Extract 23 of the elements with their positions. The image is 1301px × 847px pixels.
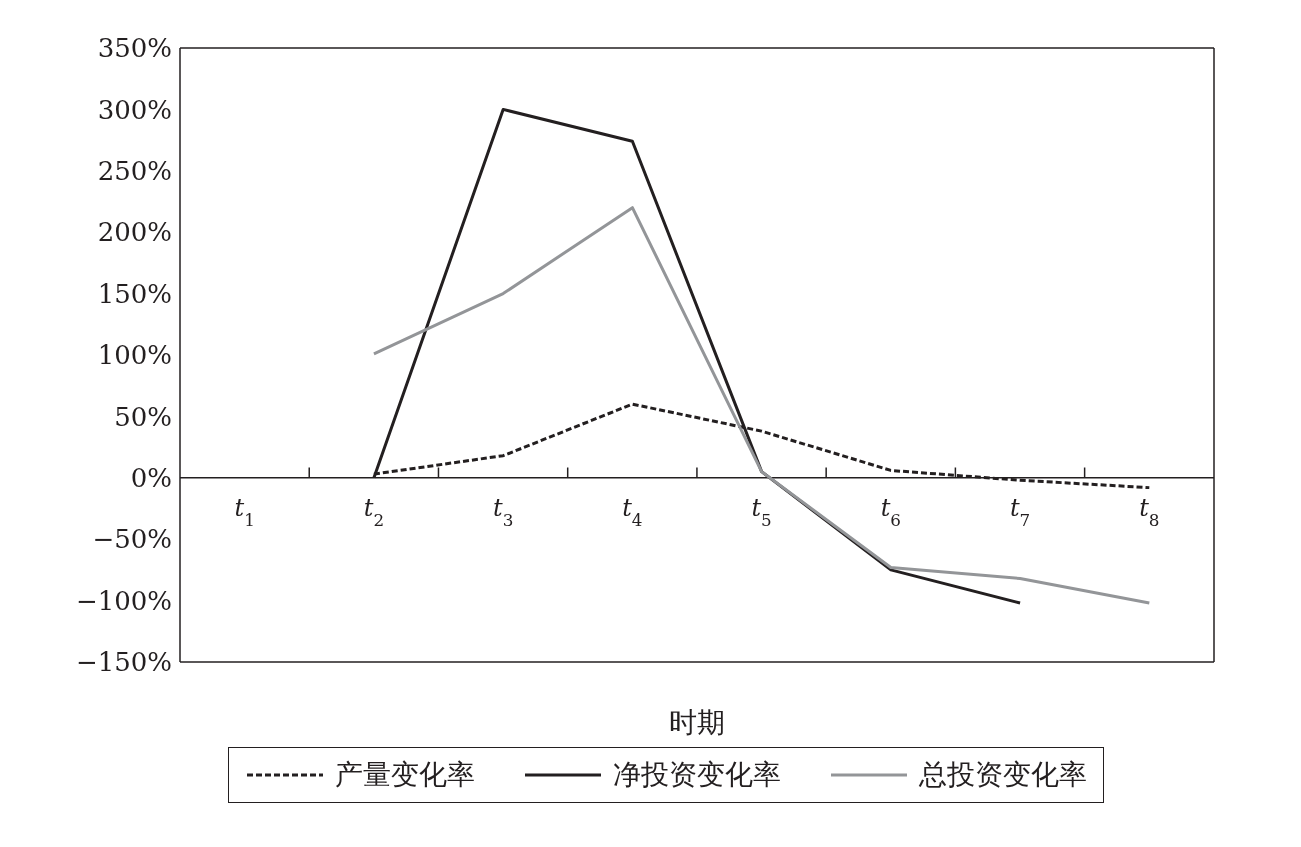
y-tick-label: −50% — [92, 524, 172, 555]
y-tick-label: 150% — [97, 278, 172, 309]
x-tick-label: t$_{2}$ — [363, 493, 385, 530]
x-tick-label: t$_{8}$ — [1139, 493, 1160, 530]
x-tick-label: t$_{3}$ — [492, 493, 514, 530]
y-tick-label: −150% — [75, 647, 172, 678]
legend-label: 净投资变化率 — [612, 757, 781, 793]
y-tick-label: 250% — [97, 156, 172, 187]
y-tick-label: 50% — [114, 401, 172, 432]
legend-label: 产量变化率 — [334, 757, 475, 793]
x-axis-title: 时期 — [669, 706, 725, 739]
x-tick-label: t$_{4}$ — [622, 493, 643, 530]
x-tick-label: t$_{5}$ — [751, 493, 772, 530]
x-tick-label: t$_{7}$ — [1009, 493, 1031, 530]
y-tick-label: 0% — [130, 463, 172, 494]
x-tick-label: t$_{1}$ — [234, 493, 255, 530]
y-tick-label: 200% — [97, 217, 172, 248]
y-tick-label: −100% — [75, 585, 172, 616]
legend-label: 总投资变化率 — [918, 757, 1087, 793]
y-tick-label: 100% — [97, 340, 172, 371]
x-tick-label: t$_{6}$ — [880, 493, 902, 530]
y-tick-label: 350% — [97, 33, 172, 64]
y-tick-label: 300% — [97, 94, 172, 125]
